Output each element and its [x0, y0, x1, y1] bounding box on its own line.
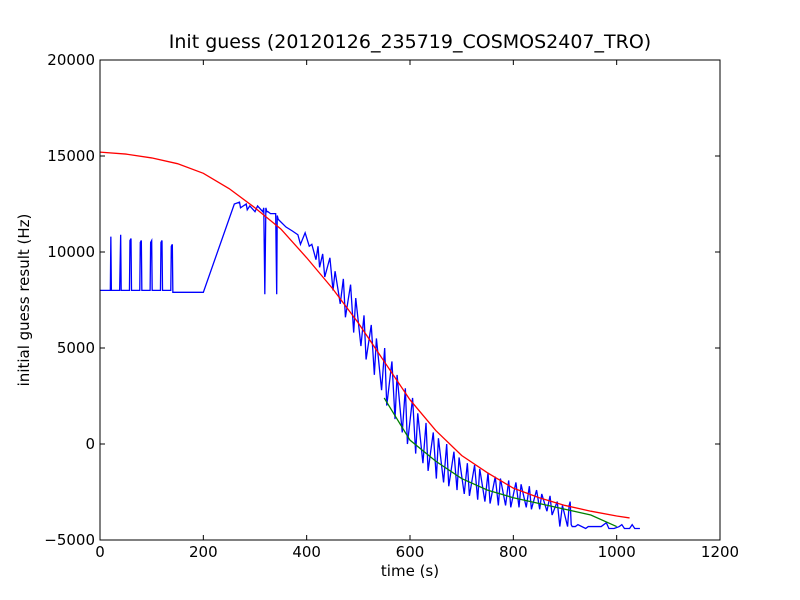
series-layer [99, 151, 640, 530]
x-axis-label: time (s) [381, 562, 439, 580]
series-line-2 [99, 151, 630, 519]
y-axis-label: initial guess result (Hz) [15, 214, 33, 387]
y-tick-label: 15000 [47, 147, 95, 165]
x-tick-label: 600 [396, 543, 425, 561]
x-tick-label: 1200 [701, 543, 739, 561]
x-tick-label: 200 [189, 543, 218, 561]
y-tick-label: 5000 [57, 339, 95, 357]
y-tick-label: 0 [85, 435, 95, 453]
x-tick-label: 0 [95, 543, 105, 561]
y-tick-label: 20000 [47, 51, 95, 69]
series-line-0 [100, 201, 640, 530]
series-line-1 [383, 397, 617, 528]
chart-title: Init guess (20120126_235719_COSMOS2407_T… [169, 31, 651, 53]
x-tick-label: 1000 [598, 543, 636, 561]
x-tick-label: 400 [292, 543, 321, 561]
x-tick-label: 800 [499, 543, 528, 561]
y-tick-label: −5000 [44, 531, 95, 549]
y-tick-label: 10000 [47, 243, 95, 261]
ticks-layer: 0 200 400 600 800 1000 1200−500005000100001500… [44, 51, 739, 561]
